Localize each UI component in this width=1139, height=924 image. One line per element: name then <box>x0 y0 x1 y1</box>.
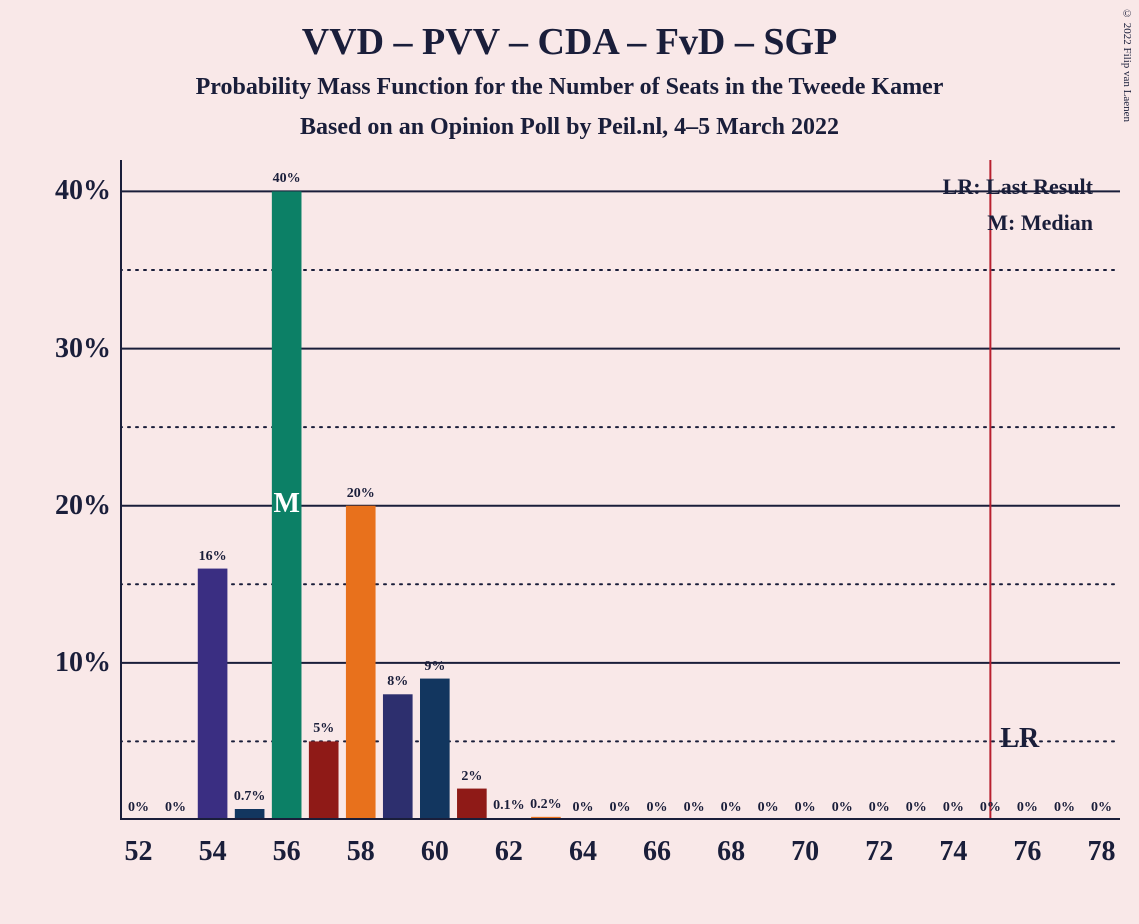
x-tick-label: 64 <box>569 836 597 868</box>
bar-value-label: 0% <box>721 800 742 816</box>
x-tick-label: 60 <box>421 836 449 868</box>
bar-value-label: 20% <box>347 486 375 502</box>
bar-value-label: 0% <box>832 800 853 816</box>
y-tick-label: 30% <box>55 333 111 365</box>
plot-area <box>120 160 1120 820</box>
bar-value-label: 0% <box>165 800 186 816</box>
bar-value-label: 16% <box>199 549 227 565</box>
bar-value-label: 8% <box>387 674 408 690</box>
credit-text: © 2022 Filip van Laenen <box>1121 8 1133 122</box>
bar-value-label: 40% <box>273 171 301 187</box>
bar-value-label: 0.1% <box>493 798 525 814</box>
bar-value-label: 0% <box>906 800 927 816</box>
bar-value-label: 0.7% <box>234 789 266 805</box>
chart-title: VVD – PVV – CDA – FvD – SGP <box>0 20 1139 64</box>
bar-value-label: 0% <box>1091 800 1112 816</box>
bar-value-label: 5% <box>313 721 334 737</box>
chart-container: VVD – PVV – CDA – FvD – SGP Probability … <box>0 0 1139 924</box>
x-tick-label: 76 <box>1013 836 1041 868</box>
x-tick-label: 58 <box>347 836 375 868</box>
x-tick-label: 72 <box>865 836 893 868</box>
bar-value-label: 0% <box>572 800 593 816</box>
x-tick-label: 56 <box>273 836 301 868</box>
bar-value-label: 0% <box>795 800 816 816</box>
x-tick-label: 70 <box>791 836 819 868</box>
chart-subtitle-1: Probability Mass Function for the Number… <box>0 74 1139 101</box>
legend-median: M: Median <box>987 210 1093 236</box>
x-tick-label: 66 <box>643 836 671 868</box>
legend-last-result: LR: Last Result <box>943 174 1093 200</box>
bar-value-label: 9% <box>424 659 445 675</box>
x-tick-label: 52 <box>125 836 153 868</box>
bar-value-label: 0% <box>647 800 668 816</box>
bar-value-label: 0% <box>869 800 890 816</box>
x-tick-label: 78 <box>1087 836 1115 868</box>
bar-value-label: 0.2% <box>530 797 562 813</box>
y-tick-label: 40% <box>55 175 111 207</box>
bar-value-label: 2% <box>461 769 482 785</box>
bar-value-label: 0% <box>1054 800 1075 816</box>
bar-value-label: 0% <box>980 800 1001 816</box>
bar-value-label: 0% <box>943 800 964 816</box>
bar-value-label: 0% <box>128 800 149 816</box>
bar-value-label: 0% <box>684 800 705 816</box>
y-tick-label: 20% <box>55 490 111 522</box>
x-tick-label: 74 <box>939 836 967 868</box>
lr-marker: LR <box>1000 723 1039 755</box>
median-marker: M <box>273 488 299 520</box>
bar-value-label: 0% <box>1017 800 1038 816</box>
bar-value-label: 0% <box>610 800 631 816</box>
x-tick-label: 62 <box>495 836 523 868</box>
y-tick-label: 10% <box>55 647 111 679</box>
chart-subtitle-2: Based on an Opinion Poll by Peil.nl, 4–5… <box>0 114 1139 141</box>
x-tick-label: 68 <box>717 836 745 868</box>
x-tick-label: 54 <box>199 836 227 868</box>
bar-value-label: 0% <box>758 800 779 816</box>
